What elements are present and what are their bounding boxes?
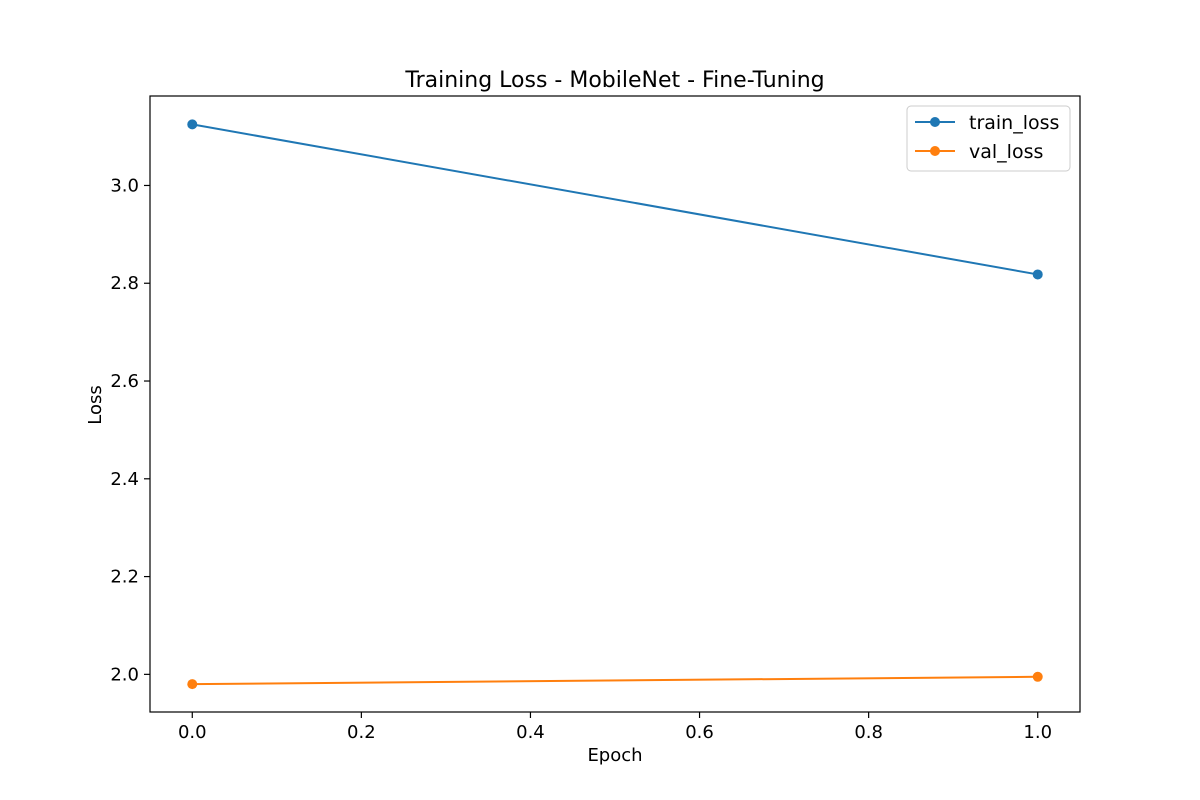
x-axis-ticks: 0.0 0.2 0.4 0.6 0.8 1.0 (178, 712, 1052, 743)
y-tick-label: 2.8 (110, 273, 139, 294)
legend-label-train_loss: train_loss (969, 112, 1059, 134)
legend: train_loss val_loss (906, 105, 1071, 172)
x-tick-label: 0.0 (178, 722, 207, 743)
data-point-train_loss (1032, 269, 1043, 280)
series-line-val_loss (192, 675, 1038, 686)
legend-label-val_loss: val_loss (969, 141, 1043, 163)
y-tick-label: 2.2 (110, 567, 139, 588)
x-tick-label: 1.0 (1023, 722, 1052, 743)
y-tick-label: 3.0 (110, 175, 139, 196)
plot-frame (149, 95, 1081, 713)
data-point-val_loss (187, 679, 198, 690)
x-tick-label: 0.6 (685, 722, 714, 743)
series-line-train_loss (192, 123, 1038, 276)
x-tick-label: 0.2 (347, 722, 376, 743)
y-axis-label: Loss (85, 385, 106, 424)
y-tick-label: 2.6 (110, 371, 139, 392)
y-tick-label: 2.0 (110, 664, 139, 685)
plot-area: 0.0 0.2 0.4 0.6 0.8 1.0 2.0 2.2 2.4 2.6 2.8 3.0 (110, 95, 1081, 743)
legend-entries: train_loss val_loss (915, 112, 1059, 163)
x-tick-label: 0.8 (854, 722, 883, 743)
legend-marker-val_loss (930, 146, 940, 156)
x-axis-label: Epoch (587, 745, 642, 766)
data-point-val_loss (1032, 671, 1043, 682)
x-tick-label: 0.4 (516, 722, 545, 743)
chart-title: Training Loss - MobileNet - Fine-Tuning (404, 68, 824, 93)
legend-marker-train_loss (930, 117, 940, 127)
data-point-train_loss (187, 119, 198, 130)
series-layer (187, 119, 1043, 690)
y-tick-label: 2.4 (110, 469, 139, 490)
y-axis-ticks: 2.0 2.2 2.4 2.6 2.8 3.0 (110, 175, 150, 685)
